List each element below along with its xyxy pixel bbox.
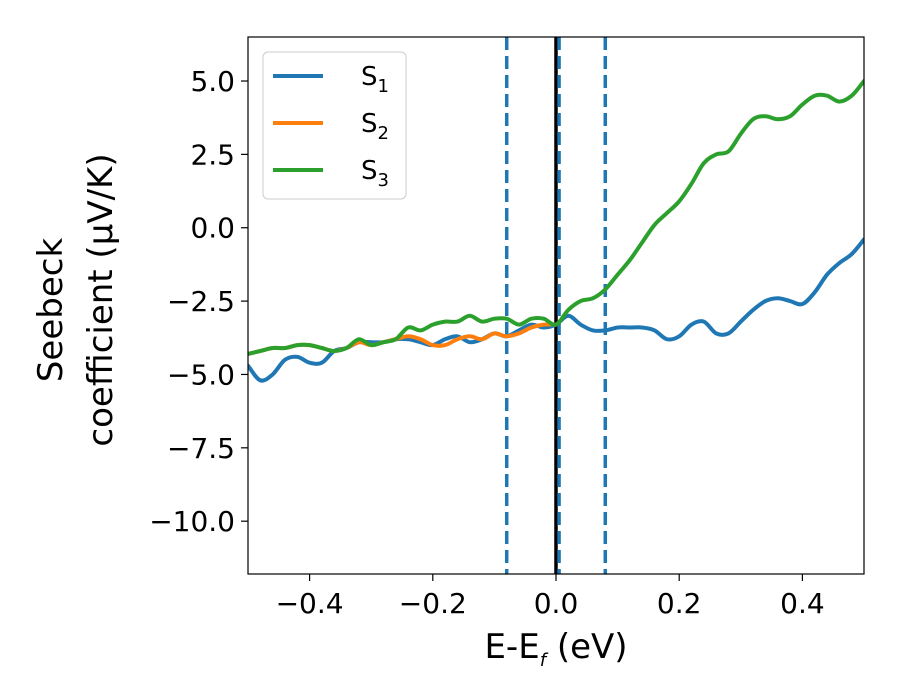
x-axis-ticks: −0.4 −0.2 0.0 0.2 0.4 xyxy=(276,574,825,620)
y-tick-label: −5.0 xyxy=(167,358,235,391)
y-axis-title-line1: Seebeck xyxy=(31,238,71,383)
series-lines xyxy=(248,79,864,383)
y-tick-label: −2.5 xyxy=(167,285,235,318)
legend: S1 S2 S3 xyxy=(262,51,407,200)
x-axis-title: E-Ef (eV) xyxy=(484,627,627,671)
y-axis-ticks: 5.0 2.5 0.0 −2.5 −5.0 −7.5 −10.0 xyxy=(149,65,248,538)
x-tick-label: −0.4 xyxy=(276,587,344,620)
vertical-lines xyxy=(504,37,608,574)
series-line-s3 xyxy=(248,79,864,356)
y-tick-label: 5.0 xyxy=(190,65,235,98)
x-tick-label: −0.2 xyxy=(399,587,467,620)
y-tick-label: 2.5 xyxy=(190,138,235,171)
legend-label-s3: S3 xyxy=(361,156,389,191)
legend-label-s2: S2 xyxy=(361,109,389,144)
y-tick-label: −7.5 xyxy=(167,432,235,465)
y-tick-label: 0.0 xyxy=(190,212,235,245)
legend-label-s1: S1 xyxy=(361,62,389,97)
y-tick-label: −10.0 xyxy=(149,505,235,538)
x-tick-label: 0.2 xyxy=(657,587,702,620)
legend-box xyxy=(262,51,407,200)
y-axis-title: Seebeck coefficient (μV/K) xyxy=(31,153,121,446)
series-line-s2 xyxy=(248,322,558,356)
x-tick-label: 0.4 xyxy=(780,587,825,620)
x-tick-label: 0.0 xyxy=(534,587,579,620)
y-axis-title-line2: coefficient (μV/K) xyxy=(81,153,121,446)
